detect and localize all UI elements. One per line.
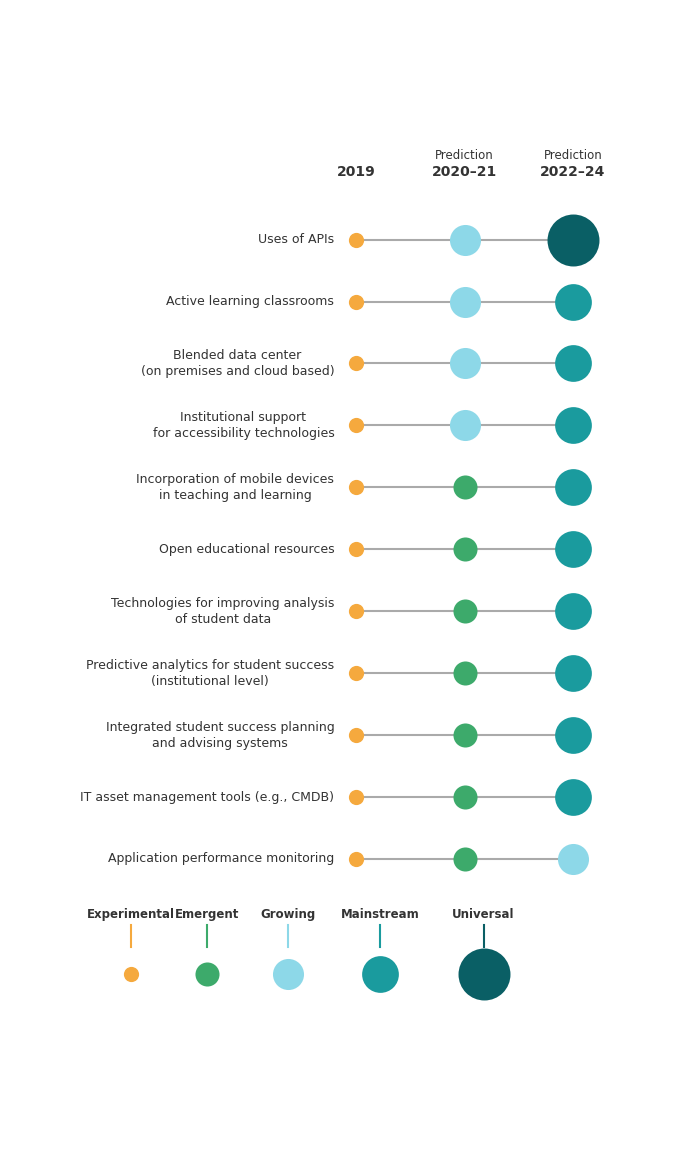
Point (351, 540, 362, 558)
Point (351, 602, 362, 620)
Point (568, 292, 579, 310)
Point (568, 354, 579, 372)
Text: Prediction: Prediction (435, 148, 494, 162)
Point (568, 231, 579, 249)
Point (351, 478, 362, 496)
Point (568, 602, 579, 620)
Point (568, 540, 579, 558)
Point (568, 850, 579, 869)
Point (351, 416, 362, 434)
Text: Universal: Universal (452, 908, 514, 920)
Point (351, 354, 362, 372)
Point (459, 602, 470, 620)
Point (351, 726, 362, 745)
Point (459, 664, 470, 683)
Text: Predictive analytics for student success
(institutional level): Predictive analytics for student success… (86, 658, 335, 687)
Text: Prediction: Prediction (544, 148, 603, 162)
Point (568, 788, 579, 807)
Text: Experimental: Experimental (87, 908, 175, 920)
Point (459, 292, 470, 310)
Text: Active learning classrooms: Active learning classrooms (167, 295, 335, 308)
Point (351, 788, 362, 807)
Point (283, 965, 294, 984)
Point (568, 664, 579, 683)
Point (478, 965, 489, 984)
Text: Technologies for improving analysis
of student data: Technologies for improving analysis of s… (111, 596, 335, 626)
Text: Growing: Growing (260, 908, 316, 920)
Text: IT asset management tools (e.g., CMDB): IT asset management tools (e.g., CMDB) (80, 791, 335, 803)
Point (459, 540, 470, 558)
Point (568, 478, 579, 496)
Point (351, 292, 362, 310)
Point (459, 788, 470, 807)
Text: Institutional support
for accessibility technologies: Institutional support for accessibility … (153, 411, 335, 440)
Text: 2022–24: 2022–24 (540, 165, 606, 179)
Point (351, 231, 362, 249)
Point (375, 965, 386, 984)
Point (459, 231, 470, 249)
Text: Mainstream: Mainstream (341, 908, 420, 920)
Text: 2020–21: 2020–21 (432, 165, 497, 179)
Text: Incorporation of mobile devices
in teaching and learning: Incorporation of mobile devices in teach… (136, 473, 335, 502)
Point (568, 416, 579, 434)
Point (459, 478, 470, 496)
Point (459, 726, 470, 745)
Text: Application performance monitoring: Application performance monitoring (108, 853, 335, 865)
Point (351, 850, 362, 869)
Text: Blended data center
(on premises and cloud based): Blended data center (on premises and clo… (141, 349, 335, 378)
Text: Open educational resources: Open educational resources (159, 542, 335, 556)
Point (125, 965, 136, 984)
Point (351, 664, 362, 683)
Point (568, 726, 579, 745)
Text: Uses of APIs: Uses of APIs (258, 233, 335, 246)
Text: 2019: 2019 (337, 165, 375, 179)
Point (202, 965, 213, 984)
Point (459, 850, 470, 869)
Text: Emergent: Emergent (175, 908, 239, 920)
Point (459, 416, 470, 434)
Text: Integrated student success planning
and advising systems: Integrated student success planning and … (106, 720, 335, 749)
Point (459, 354, 470, 372)
